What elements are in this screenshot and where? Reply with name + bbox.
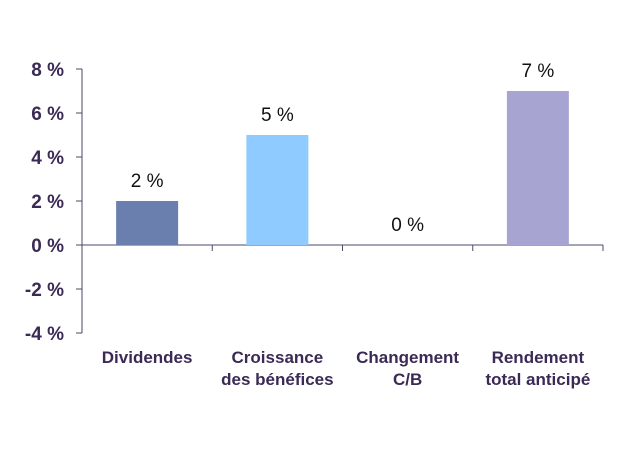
data-labels: 2 % 5 % 0 % 7 % bbox=[131, 61, 555, 236]
bar bbox=[507, 91, 569, 245]
data-label: 5 % bbox=[261, 105, 294, 126]
bars bbox=[116, 91, 569, 245]
x-axis bbox=[82, 245, 603, 251]
y-tick-label: 0 % bbox=[31, 236, 64, 257]
data-label: 7 % bbox=[522, 61, 555, 82]
bar bbox=[246, 135, 308, 245]
category-label-line: Dividendes bbox=[102, 348, 193, 367]
category-label-line: Rendement bbox=[492, 348, 585, 367]
category-label: Dividendes bbox=[102, 348, 193, 367]
category-label-line: C/B bbox=[393, 370, 422, 389]
y-tick-label: 8 % bbox=[31, 60, 64, 81]
y-tick-label: -4 % bbox=[25, 324, 64, 345]
y-axis: 8 % 6 % 4 % 2 % 0 % -2 % -4 % bbox=[25, 60, 82, 345]
data-label: 0 % bbox=[391, 215, 424, 236]
category-label: Rendement total anticipé bbox=[485, 348, 590, 389]
category-labels: Dividendes Croissance des bénéfices Changem… bbox=[102, 348, 591, 389]
category-label-line: Changement bbox=[356, 348, 459, 367]
y-tick-label: 6 % bbox=[31, 104, 64, 125]
category-label-line: des bénéfices bbox=[221, 370, 333, 389]
y-tick-label: -2 % bbox=[25, 280, 64, 301]
category-label: Croissance des bénéfices bbox=[221, 348, 333, 389]
bar bbox=[116, 201, 178, 245]
category-label: Changement C/B bbox=[356, 348, 459, 389]
y-tick-label: 4 % bbox=[31, 148, 64, 169]
category-label-line: Croissance bbox=[232, 348, 324, 367]
data-label: 2 % bbox=[131, 171, 164, 192]
category-label-line: total anticipé bbox=[485, 370, 590, 389]
y-tick-label: 2 % bbox=[31, 192, 64, 213]
